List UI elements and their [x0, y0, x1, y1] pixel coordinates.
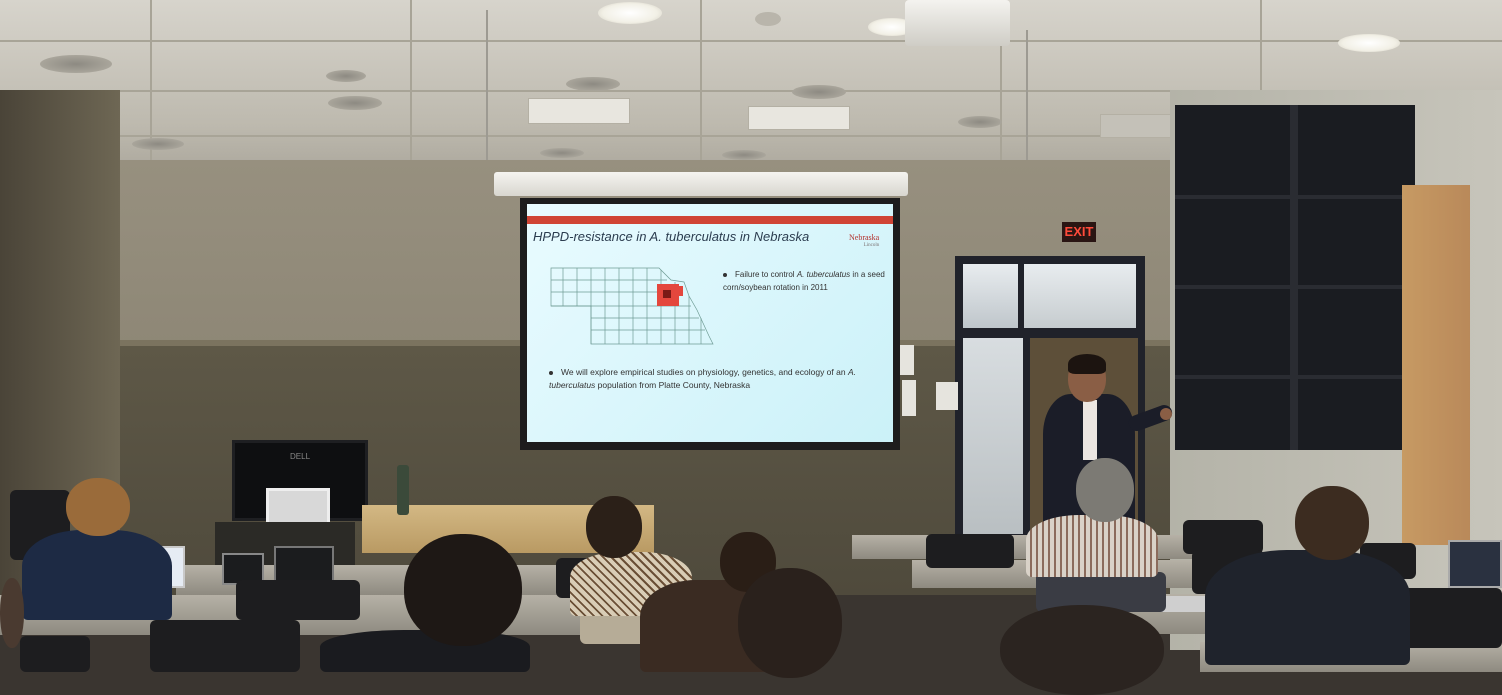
water-bottle — [397, 465, 409, 515]
ceiling-can-light — [132, 138, 184, 150]
ceiling-light — [1338, 34, 1400, 52]
presenter-hand — [1160, 408, 1172, 420]
door-window — [963, 264, 1018, 328]
projection-screen-housing — [494, 172, 908, 196]
audience-head — [66, 478, 130, 536]
ceiling-can-light — [792, 85, 846, 99]
university-logo: Nebraska Lincoln — [849, 234, 879, 250]
ceiling-can-light — [326, 70, 366, 82]
exit-sign: EXIT — [1062, 222, 1096, 242]
audience-member — [320, 630, 530, 672]
window-bar — [1175, 195, 1415, 199]
smoke-detector — [755, 12, 781, 26]
ceiling-grid-line — [700, 0, 702, 180]
bullet-text: We will explore empirical studies on phy… — [561, 367, 848, 377]
bullet-species: A. tuberculatus — [796, 270, 851, 279]
ceiling-grid-line — [0, 90, 1502, 92]
chair — [236, 580, 360, 620]
audience-head — [1295, 486, 1369, 560]
wall-notice — [936, 382, 958, 410]
slide-title: HPPD-resistance in A. tuberculatus in Ne… — [533, 229, 810, 244]
logo-subtext: Lincoln — [863, 243, 880, 248]
ceiling-light — [868, 18, 916, 36]
presenter-shirt — [1083, 400, 1097, 460]
nebraska-county-map — [550, 267, 714, 345]
ceiling-can-light — [540, 148, 584, 158]
bullet-dot — [723, 272, 727, 277]
window-mullion — [1290, 105, 1298, 450]
audience-head — [0, 578, 24, 648]
chair — [926, 534, 1014, 568]
ceiling-vent — [748, 106, 850, 130]
presentation-slide: HPPD-resistance in A. tuberculatus in Ne… — [527, 204, 893, 442]
ceiling-can-light — [958, 116, 1002, 128]
monitor-brand: DELL — [290, 452, 311, 461]
chair — [1400, 588, 1502, 648]
laptop — [1448, 540, 1502, 588]
audience-head — [738, 568, 842, 678]
map-outline — [550, 267, 714, 345]
chair — [20, 636, 90, 672]
window-bar — [1175, 285, 1415, 289]
audience-member — [1026, 515, 1158, 577]
hanging-mic-cable — [1026, 30, 1028, 184]
laptop — [274, 546, 334, 584]
audience-member — [1205, 550, 1410, 665]
bullet-dot — [549, 370, 553, 375]
audience-head — [1000, 605, 1164, 695]
study-site-marker — [663, 290, 671, 298]
county-highlight — [675, 286, 683, 296]
projector — [905, 0, 1010, 46]
wood-panel — [1402, 185, 1470, 545]
chair — [1183, 520, 1263, 554]
ceiling-light — [598, 2, 662, 24]
door-window — [1024, 264, 1136, 328]
ceiling-can-light — [722, 150, 766, 160]
audience-head — [1076, 458, 1134, 522]
slide-bullet-1: Failure to control A. tuberculatus in a … — [723, 268, 888, 294]
bullet-species: A. tuberculatus — [549, 367, 856, 390]
presenter-hair — [1068, 354, 1106, 374]
ceiling-can-light — [566, 77, 620, 91]
bullet-text: in a seed corn/soybean rotation in 2011 — [723, 270, 885, 292]
bullet-text: Failure to control — [735, 270, 797, 279]
audience-head — [586, 496, 642, 558]
chair — [150, 620, 300, 672]
ceiling-grid-line — [0, 40, 1502, 42]
window — [1175, 105, 1415, 450]
ceiling-vent — [528, 98, 630, 124]
slide-bullet-2: We will explore empirical studies on phy… — [549, 366, 879, 392]
window-bar — [1175, 375, 1415, 379]
ceiling-grid-line — [150, 0, 152, 180]
audience-member — [22, 530, 172, 620]
slide-header-bar — [527, 216, 893, 224]
door-side-panel — [963, 338, 1023, 534]
wall-notice — [900, 345, 914, 375]
ceiling-grid-line — [410, 0, 412, 180]
audience-head — [404, 534, 522, 646]
ceiling-can-light — [328, 96, 382, 110]
logo-text: Nebraska — [849, 233, 880, 242]
bullet-text: population from Platte County, Nebraska — [595, 380, 751, 390]
wall-notice — [902, 380, 916, 416]
ceiling-grid-line — [0, 135, 1502, 137]
ceiling-can-light — [40, 55, 112, 73]
hanging-mic-cable — [486, 10, 488, 178]
ceiling-grid-line — [1000, 0, 1002, 180]
